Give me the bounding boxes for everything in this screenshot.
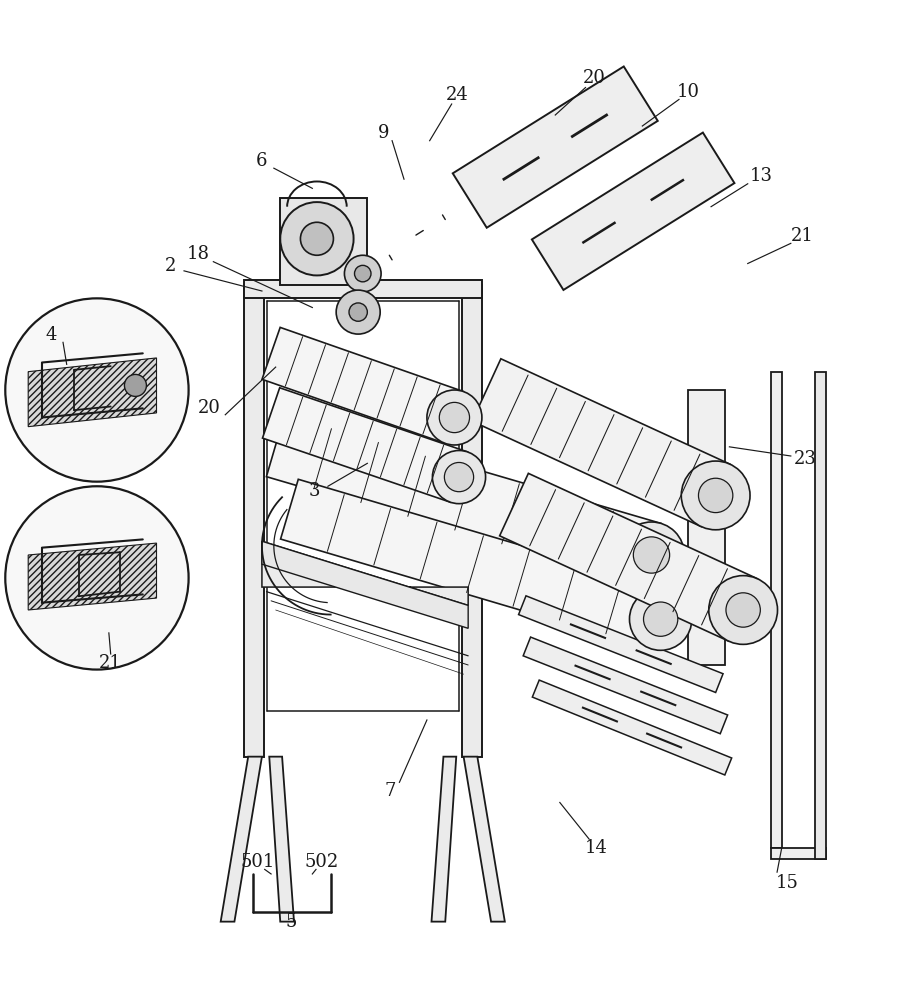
Polygon shape	[519, 596, 723, 692]
Polygon shape	[453, 66, 658, 228]
Text: 21: 21	[791, 227, 814, 245]
Circle shape	[630, 588, 692, 650]
Polygon shape	[523, 637, 728, 734]
Polygon shape	[220, 757, 262, 922]
Circle shape	[300, 222, 333, 255]
Circle shape	[427, 390, 482, 445]
Circle shape	[354, 265, 371, 282]
Circle shape	[681, 461, 750, 530]
Circle shape	[444, 462, 474, 492]
Text: 7: 7	[385, 782, 396, 800]
Text: 20: 20	[198, 399, 221, 417]
Polygon shape	[770, 372, 781, 848]
Polygon shape	[262, 541, 468, 628]
Polygon shape	[814, 372, 825, 859]
Polygon shape	[262, 327, 464, 443]
Polygon shape	[262, 541, 468, 605]
Polygon shape	[462, 285, 482, 757]
Polygon shape	[532, 680, 732, 775]
Polygon shape	[464, 757, 505, 922]
Text: 10: 10	[677, 83, 700, 101]
Circle shape	[699, 478, 733, 513]
Text: 14: 14	[585, 839, 608, 857]
Text: 20: 20	[583, 69, 606, 87]
Circle shape	[336, 290, 380, 334]
Polygon shape	[770, 848, 825, 859]
Text: 23: 23	[794, 450, 817, 468]
Polygon shape	[243, 280, 482, 298]
Text: 9: 9	[378, 124, 389, 142]
Text: 502: 502	[305, 853, 339, 871]
Polygon shape	[472, 359, 730, 527]
Text: 18: 18	[186, 245, 209, 263]
Polygon shape	[280, 198, 367, 285]
Text: 21: 21	[99, 654, 122, 672]
Polygon shape	[263, 388, 467, 502]
Text: 2: 2	[164, 257, 176, 275]
Polygon shape	[266, 413, 661, 587]
Polygon shape	[281, 479, 669, 649]
Text: 3: 3	[308, 482, 320, 500]
Text: 24: 24	[446, 86, 468, 104]
Text: 13: 13	[750, 167, 773, 185]
Circle shape	[644, 602, 677, 636]
Polygon shape	[243, 285, 263, 757]
Circle shape	[6, 298, 188, 482]
Circle shape	[440, 402, 469, 433]
Circle shape	[344, 255, 381, 292]
Circle shape	[349, 303, 367, 321]
Polygon shape	[499, 473, 757, 641]
Circle shape	[726, 593, 760, 627]
Circle shape	[432, 451, 486, 504]
Polygon shape	[688, 390, 725, 665]
Text: 501: 501	[241, 853, 274, 871]
Polygon shape	[431, 757, 456, 922]
Circle shape	[633, 537, 669, 573]
Circle shape	[6, 486, 188, 670]
Circle shape	[619, 522, 685, 588]
Circle shape	[125, 374, 147, 396]
Polygon shape	[532, 133, 734, 290]
Polygon shape	[28, 543, 156, 610]
Circle shape	[280, 202, 353, 275]
Circle shape	[709, 576, 778, 644]
Polygon shape	[28, 358, 156, 427]
Polygon shape	[269, 757, 294, 922]
Text: 4: 4	[45, 326, 57, 344]
Text: 6: 6	[256, 152, 268, 170]
Text: 5: 5	[285, 913, 297, 931]
Text: 15: 15	[776, 874, 799, 892]
